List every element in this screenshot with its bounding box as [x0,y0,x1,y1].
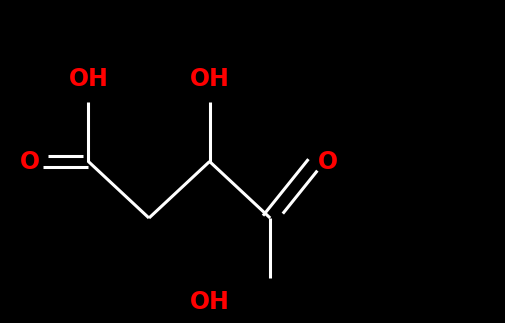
Text: OH: OH [69,67,108,91]
Text: OH: OH [190,67,229,91]
Text: OH: OH [190,290,229,314]
Text: O: O [318,150,338,173]
Text: O: O [20,150,40,173]
